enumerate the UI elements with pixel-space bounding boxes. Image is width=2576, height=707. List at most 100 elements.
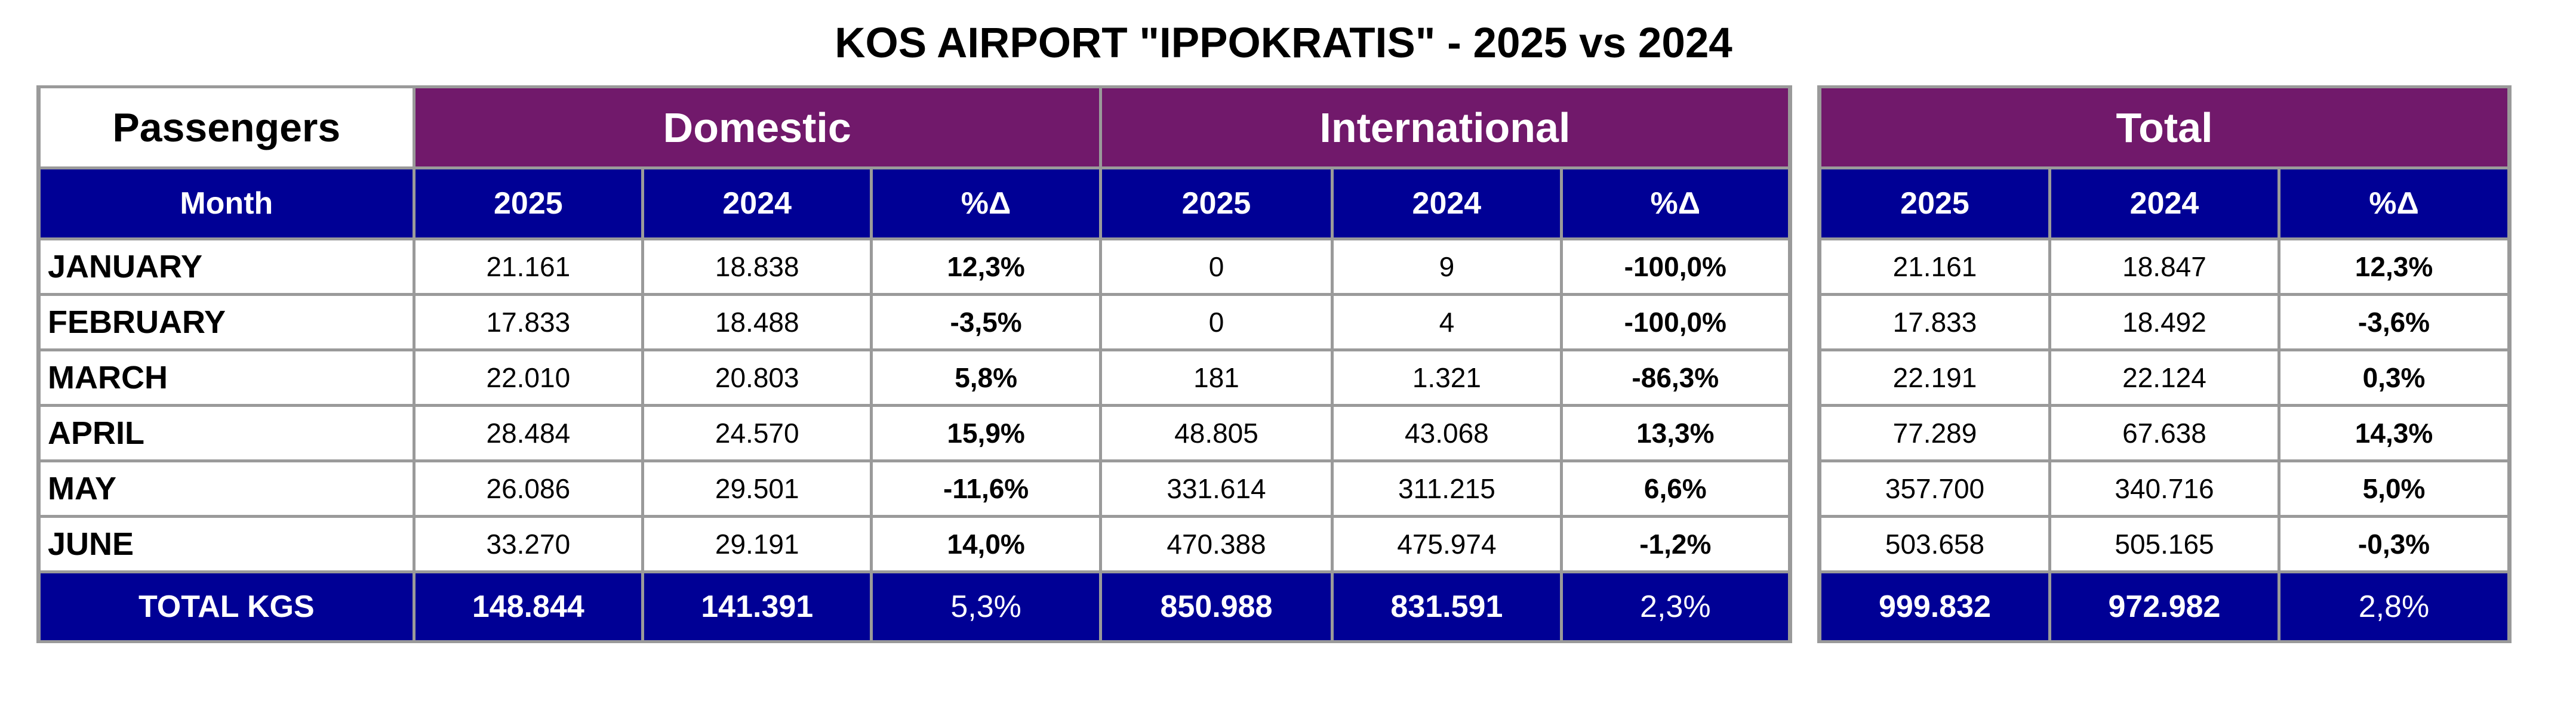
grand-total-pct: 2,8% (2277, 570, 2512, 643)
total-2024-cell: 22.124 (2048, 348, 2280, 407)
international-2025-cell: 0 (1098, 237, 1334, 296)
total-label: TOTAL KGS (36, 570, 416, 643)
international-2025-cell: 48.805 (1098, 404, 1334, 462)
total-row: TOTAL KGS 148.844 141.391 5,3% 850.988 8… (36, 570, 1793, 643)
table-row: FEBRUARY 17.833 18.488 -3,5% 0 4 -100,0% (36, 293, 1793, 351)
month-cell: FEBRUARY (36, 293, 416, 351)
report-title: KOS AIRPORT "IPPOKRATIS" - 2025 vs 2024 (835, 20, 1732, 67)
international-2024-cell: 475.974 (1331, 515, 1563, 573)
domestic-international-table: Passengers Domestic International Month … (36, 85, 1793, 643)
total-domestic-2024: 141.391 (641, 570, 873, 643)
total-domestic-2025: 148.844 (412, 570, 645, 643)
total-international-pct: 2,3% (1559, 570, 1793, 643)
table-row: MAY 26.086 29.501 -11,6% 331.614 311.215… (36, 459, 1793, 518)
domestic-2024-cell: 18.488 (641, 293, 873, 351)
international-2024-cell: 1.321 (1331, 348, 1563, 407)
international-pct-cell: -86,3% (1559, 348, 1793, 407)
domestic-2024-cell: 20.803 (641, 348, 873, 407)
table-row: JUNE 33.270 29.191 14,0% 470.388 475.974… (36, 515, 1793, 573)
domestic-pct-cell: -3,5% (870, 293, 1102, 351)
domestic-pct-cell: 5,8% (870, 348, 1102, 407)
total-pct-header: %Δ (2277, 166, 2512, 240)
international-pct-header: %Δ (1559, 166, 1793, 240)
passengers-header: Passengers (36, 85, 416, 169)
domestic-2025-header: 2025 (412, 166, 645, 240)
international-2024-header: 2024 (1331, 166, 1563, 240)
total-2025-header: 2025 (1817, 166, 2051, 240)
international-2025-cell: 331.614 (1098, 459, 1334, 518)
total-international-2025: 850.988 (1098, 570, 1334, 643)
domestic-2024-cell: 29.501 (641, 459, 873, 518)
domestic-2025-cell: 22.010 (412, 348, 645, 407)
total-2025-cell: 21.161 (1817, 237, 2051, 296)
international-2025-cell: 470.388 (1098, 515, 1334, 573)
domestic-2024-cell: 24.570 (641, 404, 873, 462)
domestic-2025-cell: 21.161 (412, 237, 645, 296)
total-2025-cell: 17.833 (1817, 293, 2051, 351)
total-2025-cell: 357.700 (1817, 459, 2051, 518)
international-header: International (1098, 85, 1793, 169)
international-2025-cell: 181 (1098, 348, 1334, 407)
international-2024-cell: 4 (1331, 293, 1563, 351)
total-international-2024: 831.591 (1331, 570, 1563, 643)
domestic-2025-cell: 17.833 (412, 293, 645, 351)
domestic-pct-cell: 15,9% (870, 404, 1102, 462)
international-2024-cell: 311.215 (1331, 459, 1563, 518)
domestic-pct-cell: -11,6% (870, 459, 1102, 518)
total-row: 999.832 972.982 2,8% (1817, 570, 2512, 643)
total-2024-cell: 340.716 (2048, 459, 2280, 518)
international-2025-cell: 0 (1098, 293, 1334, 351)
column-header-row: 2025 2024 %Δ (1817, 166, 2512, 240)
total-2025-cell: 503.658 (1817, 515, 2051, 573)
total-2024-cell: 18.492 (2048, 293, 2280, 351)
table-row: 503.658 505.165 -0,3% (1817, 515, 2512, 573)
international-2024-cell: 9 (1331, 237, 1563, 296)
month-cell: JANUARY (36, 237, 416, 296)
domestic-2025-cell: 28.484 (412, 404, 645, 462)
total-2024-header: 2024 (2048, 166, 2280, 240)
month-cell: JUNE (36, 515, 416, 573)
international-pct-cell: 13,3% (1559, 404, 1793, 462)
month-cell: APRIL (36, 404, 416, 462)
international-pct-cell: -1,2% (1559, 515, 1793, 573)
table-row: 22.191 22.124 0,3% (1817, 348, 2512, 407)
column-header-row: Month 2025 2024 %Δ 2025 2024 %Δ (36, 166, 1793, 240)
total-pct-cell: -0,3% (2277, 515, 2512, 573)
international-pct-cell: -100,0% (1559, 237, 1793, 296)
domestic-pct-header: %Δ (870, 166, 1102, 240)
total-pct-cell: -3,6% (2277, 293, 2512, 351)
total-table: Total 2025 2024 %Δ 21.161 18.847 12,3% 1… (1817, 85, 2512, 643)
grand-total-2025: 999.832 (1817, 570, 2051, 643)
international-2025-header: 2025 (1098, 166, 1334, 240)
domestic-header: Domestic (412, 85, 1102, 169)
total-domestic-pct: 5,3% (870, 570, 1102, 643)
table-row: 77.289 67.638 14,3% (1817, 404, 2512, 462)
total-pct-cell: 5,0% (2277, 459, 2512, 518)
month-cell: MAY (36, 459, 416, 518)
domestic-2024-header: 2024 (641, 166, 873, 240)
table-row: APRIL 28.484 24.570 15,9% 48.805 43.068 … (36, 404, 1793, 462)
month-cell: MARCH (36, 348, 416, 407)
international-pct-cell: -100,0% (1559, 293, 1793, 351)
domestic-2024-cell: 18.838 (641, 237, 873, 296)
group-header-row: Passengers Domestic International (36, 85, 1793, 169)
total-2025-cell: 77.289 (1817, 404, 2051, 462)
total-pct-cell: 14,3% (2277, 404, 2512, 462)
domestic-pct-cell: 12,3% (870, 237, 1102, 296)
total-2024-cell: 67.638 (2048, 404, 2280, 462)
international-2024-cell: 43.068 (1331, 404, 1563, 462)
total-2025-cell: 22.191 (1817, 348, 2051, 407)
table-row: 21.161 18.847 12,3% (1817, 237, 2512, 296)
international-pct-cell: 6,6% (1559, 459, 1793, 518)
group-header-row: Total (1817, 85, 2512, 169)
total-header: Total (1817, 85, 2512, 169)
table-row: 17.833 18.492 -3,6% (1817, 293, 2512, 351)
domestic-2025-cell: 26.086 (412, 459, 645, 518)
grand-total-2024: 972.982 (2048, 570, 2280, 643)
total-2024-cell: 18.847 (2048, 237, 2280, 296)
total-pct-cell: 0,3% (2277, 348, 2512, 407)
domestic-pct-cell: 14,0% (870, 515, 1102, 573)
total-pct-cell: 12,3% (2277, 237, 2512, 296)
table-row: MARCH 22.010 20.803 5,8% 181 1.321 -86,3… (36, 348, 1793, 407)
table-row: 357.700 340.716 5,0% (1817, 459, 2512, 518)
